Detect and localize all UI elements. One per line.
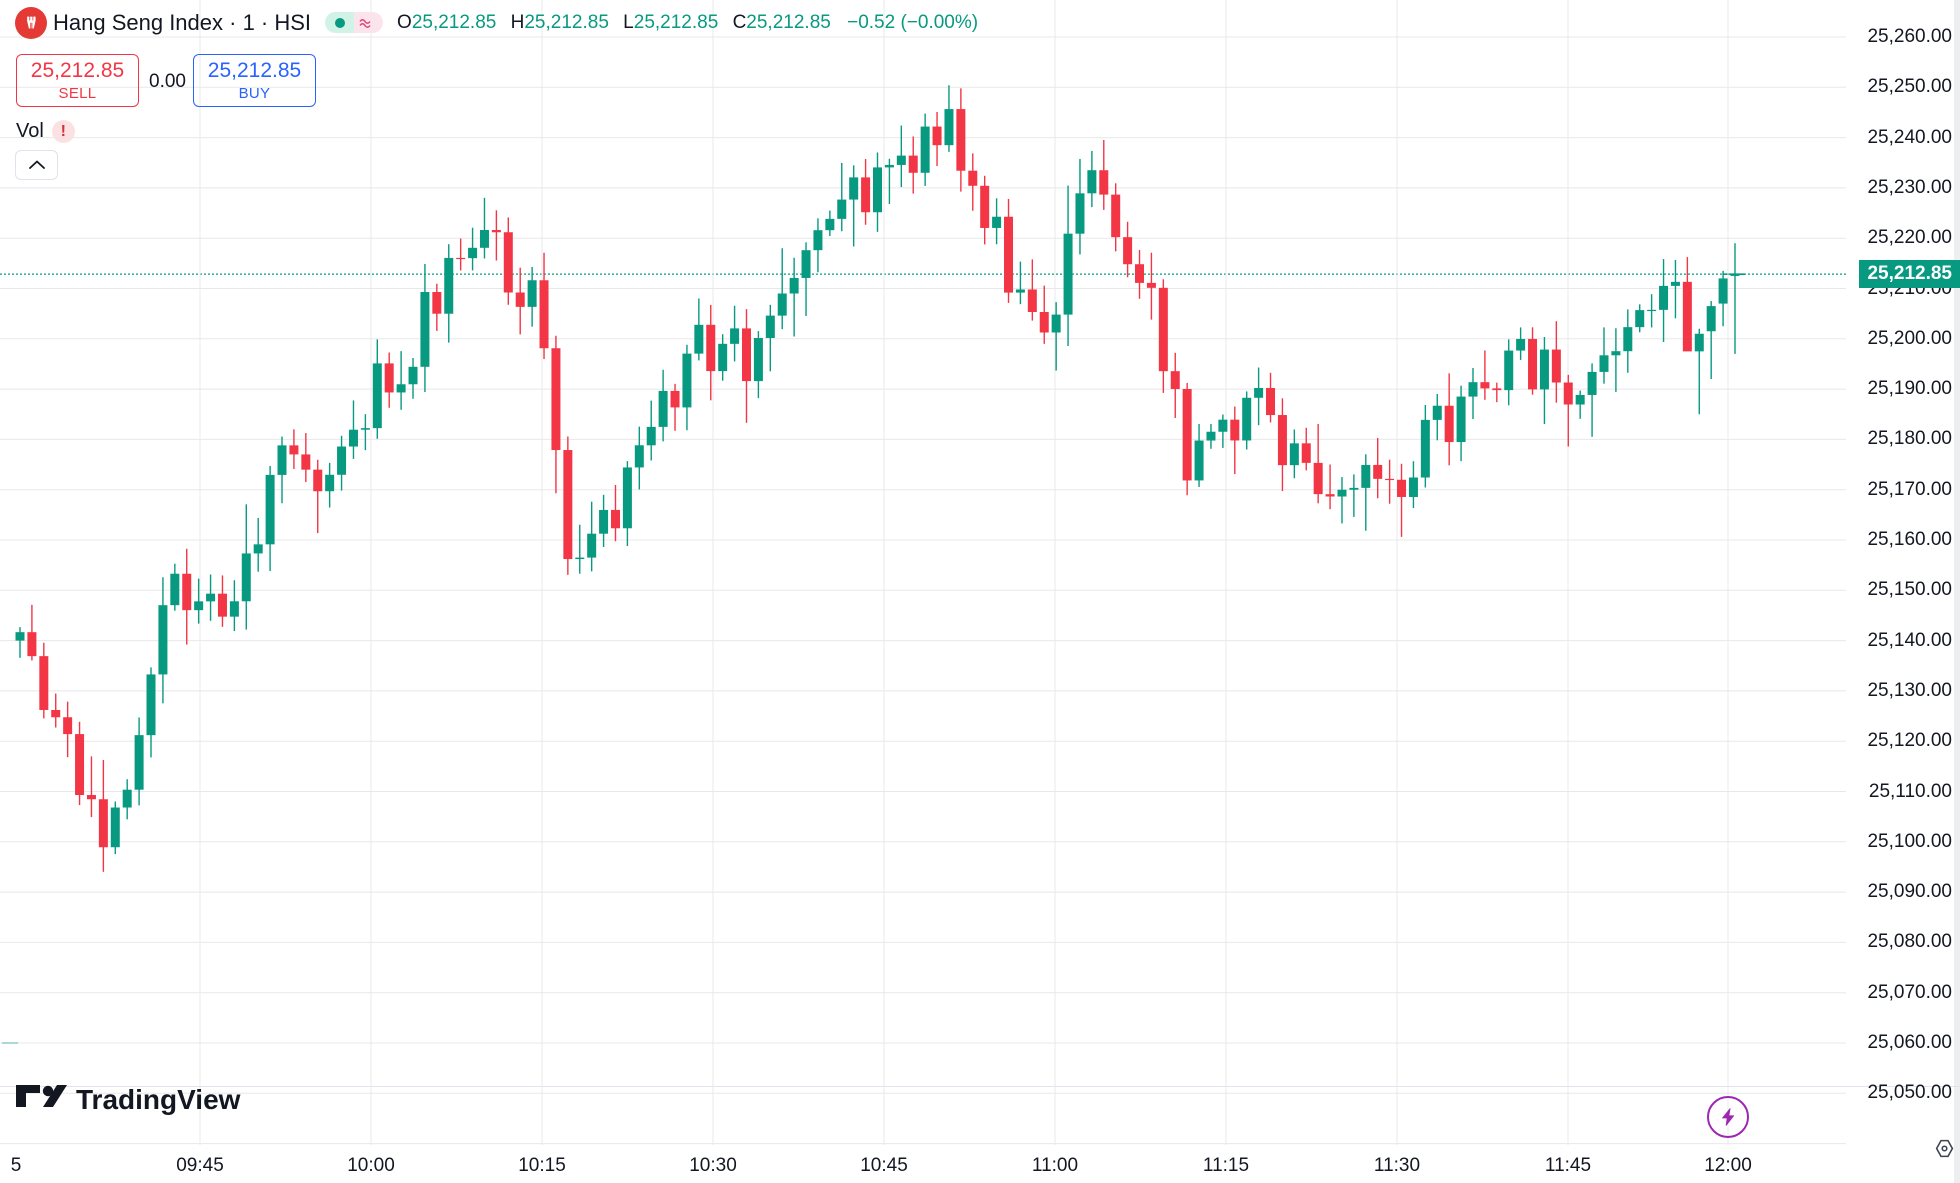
svg-text:TradingView: TradingView [76,1084,241,1115]
